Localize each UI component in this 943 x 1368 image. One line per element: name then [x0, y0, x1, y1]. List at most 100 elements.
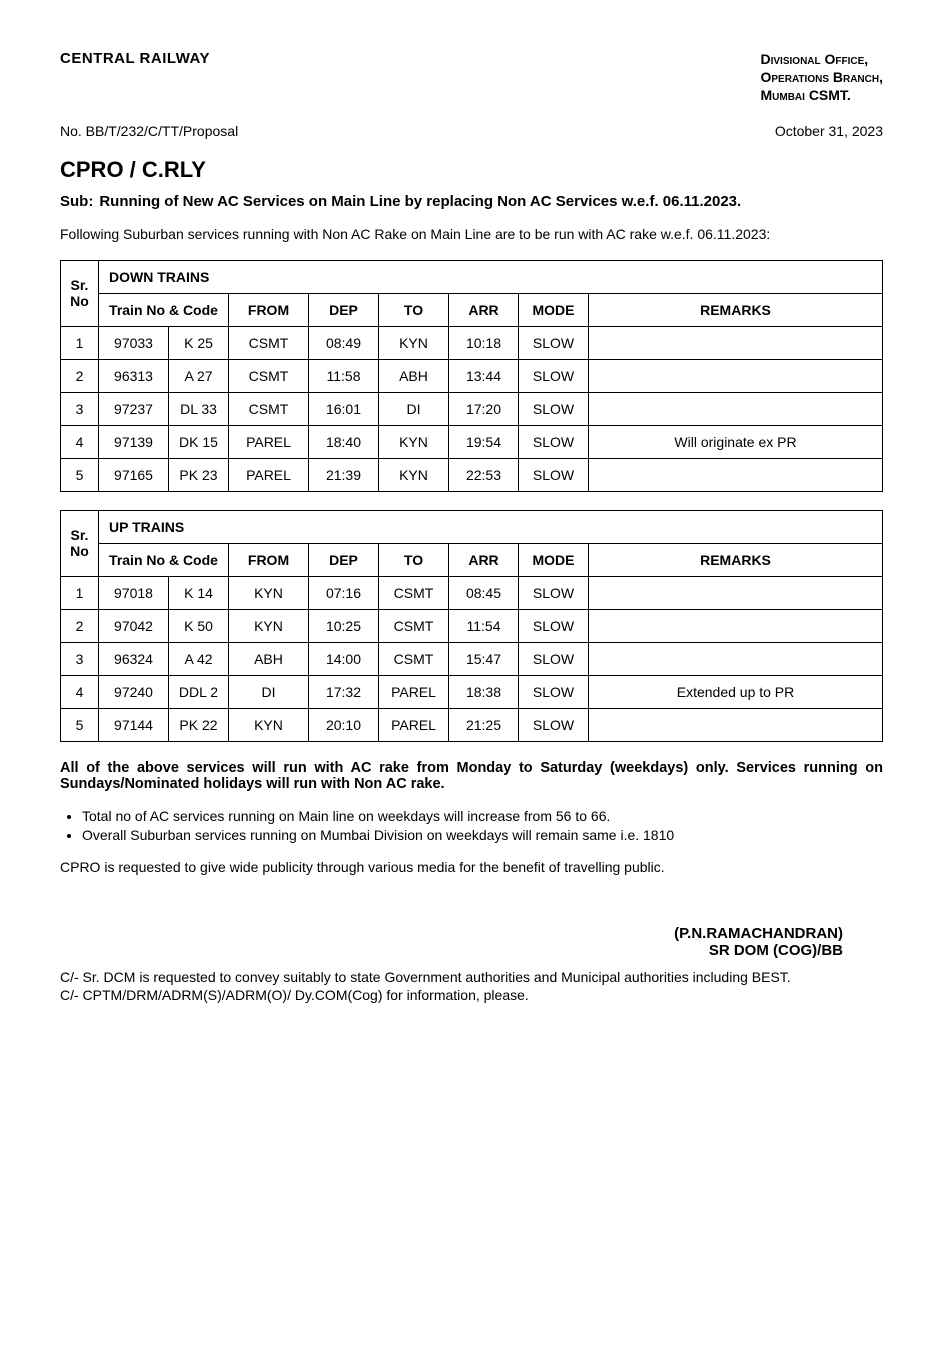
- header-remarks: REMARKS: [589, 293, 883, 326]
- cell-dep: 17:32: [309, 675, 379, 708]
- table-row: 497139DK 15PAREL18:40KYN19:54SLOWWill or…: [61, 425, 883, 458]
- cell-from: PAREL: [229, 458, 309, 491]
- header-srno: Sr. No: [61, 510, 99, 576]
- subject-row: Sub: Running of New AC Services on Main …: [60, 193, 883, 210]
- header-to: TO: [379, 543, 449, 576]
- cell-sr: 2: [61, 359, 99, 392]
- cell-sr: 5: [61, 708, 99, 741]
- cell-sr: 4: [61, 675, 99, 708]
- cell-dep: 18:40: [309, 425, 379, 458]
- cell-mode: SLOW: [519, 609, 589, 642]
- cell-sr: 3: [61, 392, 99, 425]
- cell-mode: SLOW: [519, 458, 589, 491]
- cell-from: KYN: [229, 609, 309, 642]
- cell-dep: 10:25: [309, 609, 379, 642]
- cell-code: PK 23: [169, 458, 229, 491]
- cell-tno: 97042: [99, 609, 169, 642]
- reference-number: No. BB/T/232/C/TT/Proposal: [60, 123, 238, 139]
- cell-arr: 21:25: [449, 708, 519, 741]
- cell-from: KYN: [229, 708, 309, 741]
- cell-arr: 10:18: [449, 326, 519, 359]
- header-train-no-code: Train No & Code: [99, 293, 229, 326]
- cell-remarks: [589, 326, 883, 359]
- table-header-row: Train No & Code FROM DEP TO ARR MODE REM…: [61, 543, 883, 576]
- cell-to: CSMT: [379, 609, 449, 642]
- cell-tno: 96324: [99, 642, 169, 675]
- subject-label: Sub:: [60, 193, 93, 210]
- cell-tno: 97033: [99, 326, 169, 359]
- cell-remarks: [589, 708, 883, 741]
- cell-dep: 08:49: [309, 326, 379, 359]
- header-arr: ARR: [449, 543, 519, 576]
- header-dep: DEP: [309, 543, 379, 576]
- cell-arr: 18:38: [449, 675, 519, 708]
- table-header-row: Train No & Code FROM DEP TO ARR MODE REM…: [61, 293, 883, 326]
- up-trains-table: Sr. No UP TRAINS Train No & Code FROM DE…: [60, 510, 883, 742]
- cell-arr: 11:54: [449, 609, 519, 642]
- table-row: 397237DL 33CSMT16:01DI17:20SLOW: [61, 392, 883, 425]
- cell-dep: 16:01: [309, 392, 379, 425]
- cell-arr: 17:20: [449, 392, 519, 425]
- cell-remarks: [589, 609, 883, 642]
- cc-line: C/- CPTM/DRM/ADRM(S)/ADRM(O)/ Dy.COM(Cog…: [60, 987, 883, 1003]
- cell-tno: 97144: [99, 708, 169, 741]
- table-section-row: Sr. No UP TRAINS: [61, 510, 883, 543]
- cell-code: K 14: [169, 576, 229, 609]
- header-arr: ARR: [449, 293, 519, 326]
- document-header: CENTRAL RAILWAY Divisional Office, Opera…: [60, 50, 883, 105]
- cell-code: K 25: [169, 326, 229, 359]
- cell-mode: SLOW: [519, 708, 589, 741]
- bullet-item: Overall Suburban services running on Mum…: [82, 827, 883, 843]
- publicity-request: CPRO is requested to give wide publicity…: [60, 859, 883, 875]
- cell-remarks: Will originate ex PR: [589, 425, 883, 458]
- intro-paragraph: Following Suburban services running with…: [60, 226, 883, 242]
- weekday-note: All of the above services will run with …: [60, 760, 883, 792]
- office-line-1: Divisional Office,: [761, 50, 884, 68]
- header-from: FROM: [229, 543, 309, 576]
- table-row: 197033K 25CSMT08:49KYN10:18SLOW: [61, 326, 883, 359]
- organization-title: CENTRAL RAILWAY: [60, 50, 210, 67]
- header-mode: MODE: [519, 543, 589, 576]
- cell-tno: 97237: [99, 392, 169, 425]
- cell-sr: 3: [61, 642, 99, 675]
- cell-tno: 97139: [99, 425, 169, 458]
- cell-remarks: Extended up to PR: [589, 675, 883, 708]
- cell-from: CSMT: [229, 359, 309, 392]
- cell-remarks: [589, 359, 883, 392]
- reference-row: No. BB/T/232/C/TT/Proposal October 31, 2…: [60, 123, 883, 139]
- cell-code: A 27: [169, 359, 229, 392]
- cell-code: PK 22: [169, 708, 229, 741]
- cell-arr: 22:53: [449, 458, 519, 491]
- table-row: 297042K 50KYN10:25CSMT11:54SLOW: [61, 609, 883, 642]
- cell-sr: 2: [61, 609, 99, 642]
- table-row: 597144PK 22KYN20:10PAREL21:25SLOW: [61, 708, 883, 741]
- cell-remarks: [589, 392, 883, 425]
- header-from: FROM: [229, 293, 309, 326]
- cell-to: KYN: [379, 326, 449, 359]
- addressee: CPRO / C.RLY: [60, 157, 883, 183]
- office-line-3: Mumbai CSMT.: [761, 86, 884, 104]
- cell-from: PAREL: [229, 425, 309, 458]
- cell-from: KYN: [229, 576, 309, 609]
- cell-code: K 50: [169, 609, 229, 642]
- cell-mode: SLOW: [519, 642, 589, 675]
- signatory-name: (P.N.RAMACHANDRAN): [60, 925, 843, 942]
- header-mode: MODE: [519, 293, 589, 326]
- cell-remarks: [589, 576, 883, 609]
- cell-remarks: [589, 458, 883, 491]
- header-train-no-code: Train No & Code: [99, 543, 229, 576]
- document-date: October 31, 2023: [775, 123, 883, 139]
- cell-code: DL 33: [169, 392, 229, 425]
- cell-from: DI: [229, 675, 309, 708]
- cell-mode: SLOW: [519, 326, 589, 359]
- cell-to: CSMT: [379, 576, 449, 609]
- cell-mode: SLOW: [519, 392, 589, 425]
- table-row: 597165PK 23PAREL21:39KYN22:53SLOW: [61, 458, 883, 491]
- header-remarks: REMARKS: [589, 543, 883, 576]
- cell-tno: 96313: [99, 359, 169, 392]
- cell-dep: 21:39: [309, 458, 379, 491]
- cell-code: DK 15: [169, 425, 229, 458]
- cell-sr: 5: [61, 458, 99, 491]
- signature-block: (P.N.RAMACHANDRAN) SR DOM (COG)/BB: [60, 925, 883, 959]
- cell-to: KYN: [379, 458, 449, 491]
